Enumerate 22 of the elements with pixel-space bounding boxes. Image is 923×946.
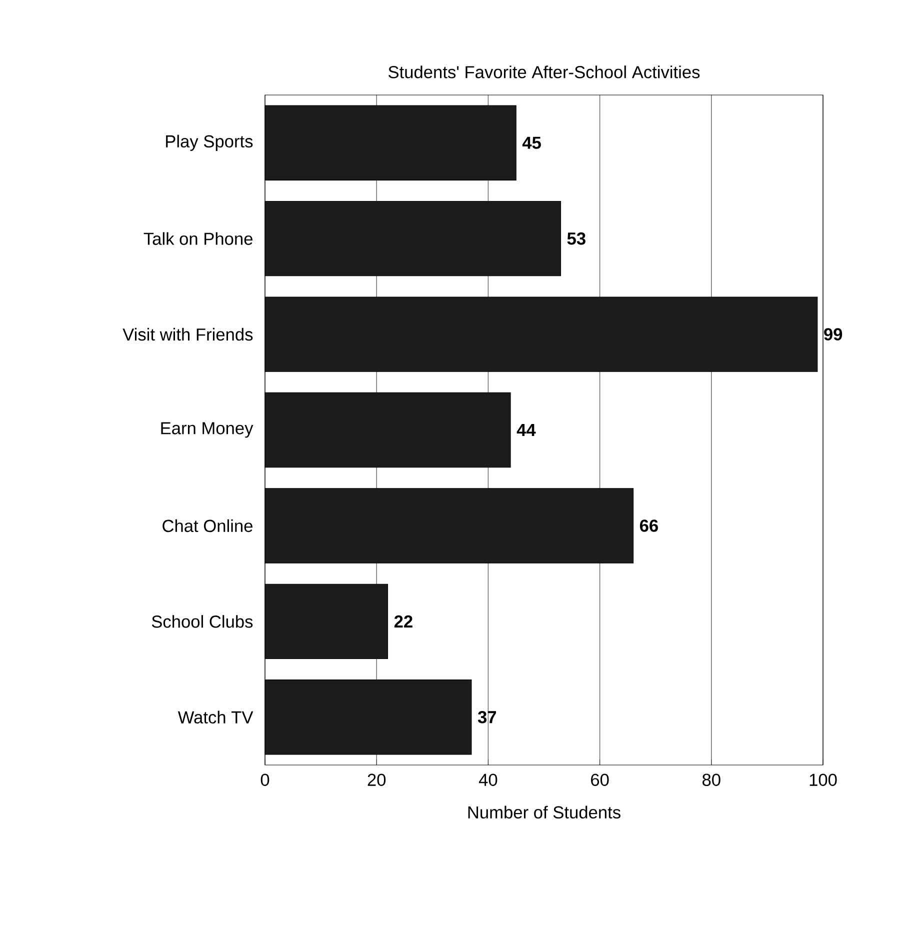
data-label: 22 xyxy=(394,615,412,628)
x-tick-label: 20 xyxy=(368,774,386,786)
x-axis-title: Number of Students xyxy=(468,806,620,819)
y-tick-label: School Clubs xyxy=(152,615,253,628)
chart-title: Students' Favorite After-School Activities xyxy=(388,66,700,78)
y-tick-label: Talk on Phone xyxy=(144,232,252,245)
y-tick-label: Play Sports xyxy=(166,134,253,151)
y-tick-label: Watch TV xyxy=(178,710,254,724)
x-tick-label: 40 xyxy=(478,774,498,786)
data-label: 37 xyxy=(478,710,496,724)
data-label: 66 xyxy=(640,520,658,532)
data-label: 45 xyxy=(522,136,541,149)
y-tick-label: Chat Online xyxy=(162,519,252,532)
x-tick-label: 0 xyxy=(260,774,270,786)
data-label: 53 xyxy=(567,232,586,245)
data-label: 99 xyxy=(824,328,842,340)
x-tick-label: 80 xyxy=(702,774,720,786)
y-tick-label: Visit with Friends xyxy=(122,328,253,341)
y-tick-label: Earn Money xyxy=(161,422,254,438)
data-label: 44 xyxy=(516,424,536,436)
x-tick-label: 100 xyxy=(810,774,837,786)
x-tick-label: 60 xyxy=(591,774,609,786)
